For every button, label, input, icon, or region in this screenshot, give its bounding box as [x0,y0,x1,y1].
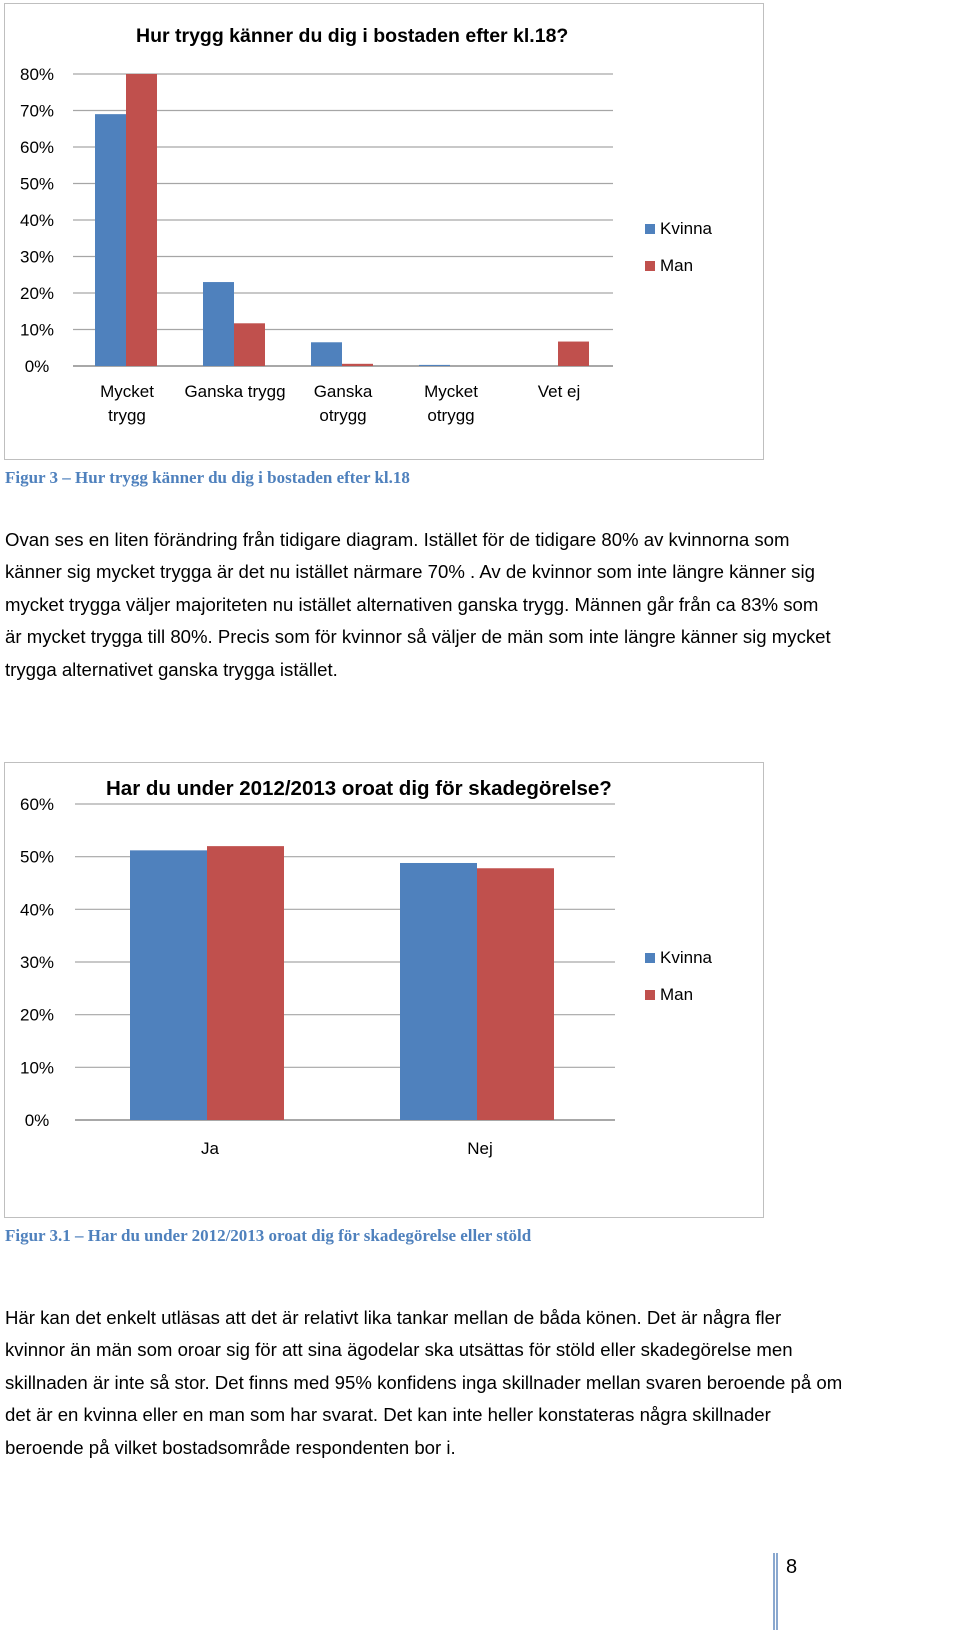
y-tick-label: 0% [25,1111,50,1130]
chart-vandalism-worry: Har du under 2012/2013 oroat dig för ska… [4,762,764,1218]
category-label: Vet ej [538,382,581,401]
paragraph-2-line: Här kan det enkelt utläsas att det är re… [5,1307,782,1328]
category-label: Ganska trygg [184,382,285,401]
legend-label: Kvinna [660,219,713,238]
y-tick-label: 80% [20,65,54,84]
paragraph-1: Ovan ses en liten förändring från tidiga… [5,524,955,686]
chart-title: Har du under 2012/2013 oroat dig för ska… [106,777,612,800]
y-tick-label: 30% [20,953,54,972]
page-number-bar [773,1553,778,1630]
category-label: Mycket otrygg [424,382,478,425]
y-tick-label: 0% [25,357,50,376]
legend-label: Man [660,985,693,1004]
legend-swatch-kvinna [645,953,655,963]
bar-man-4 [558,341,589,366]
y-tick-label: 30% [20,248,54,267]
paragraph-1-line: Ovan ses en liten förändring från tidiga… [5,529,790,550]
paragraph-2-line: skillnaden är inte så stor. Det finns me… [5,1371,843,1393]
bar-man-0 [126,74,157,366]
bar-kvinna-0 [130,850,207,1120]
paragraph-2-line: beroende på vilket bostadsområde respond… [5,1436,456,1458]
chart-1-svg: Hur trygg känner du dig i bostaden efter… [20,25,713,425]
bar-kvinna-0 [95,114,126,367]
paragraph-1-line: trygga alternativet ganska trygga iställ… [5,658,338,680]
category-label: Ganska otrygg [314,382,373,425]
y-tick-label: 40% [20,211,54,230]
y-tick-label: 10% [20,321,54,340]
y-tick-label: 10% [20,1058,54,1077]
y-tick-label: 50% [20,848,54,867]
page-number: 8 [786,1556,798,1578]
bar-man-0 [207,846,284,1120]
category-label: Nej [467,1139,493,1158]
bar-man-1 [477,868,554,1120]
legend-label: Man [660,256,693,275]
paragraph-2-line: kvinnor än män som oroar sig för att sin… [5,1339,793,1361]
bar-man-2 [342,363,373,366]
paragraph-1-line: känner sig mycket trygga är det nu istäl… [5,561,815,583]
figure-3-caption: Figur 3 – Hur trygg känner du dig i bost… [5,468,410,487]
chart-title: Hur trygg känner du dig i bostaden efter… [136,25,568,47]
y-tick-label: 60% [20,795,54,814]
paragraph-2: Här kan det enkelt utläsas att det är re… [5,1302,955,1464]
figure-3-1-caption: Figur 3.1 – Har du under 2012/2013 oroat… [5,1226,532,1245]
y-tick-label: 60% [20,138,54,157]
bar-kvinna-1 [203,282,234,366]
bar-kvinna-3 [419,364,450,366]
category-label: Mycket trygg [100,382,154,425]
chart-safety-after-18: Hur trygg känner du dig i bostaden efter… [4,3,764,460]
legend-label: Kvinna [660,948,713,967]
bar-man-1 [234,323,265,366]
paragraph-2-line: det är en kvinna eller en man som har sv… [5,1404,771,1426]
y-tick-label: 20% [20,284,54,303]
y-tick-label: 20% [20,1006,54,1025]
y-tick-label: 40% [20,900,54,919]
legend-swatch-kvinna [645,224,655,234]
bar-kvinna-2 [311,342,342,366]
category-label: Ja [201,1139,220,1158]
paragraph-1-line: mycket trygga väljer majoriteten nu istä… [5,593,819,615]
y-tick-label: 50% [20,175,54,194]
bar-kvinna-1 [400,862,477,1120]
chart-2-svg: Har du under 2012/2013 oroat dig för ska… [20,777,713,1158]
legend-swatch-man [645,261,655,271]
paragraph-1-line: är mycket trygga till 80%. Precis som fö… [5,626,831,648]
y-tick-label: 70% [20,102,54,121]
legend-swatch-man [645,990,655,1000]
